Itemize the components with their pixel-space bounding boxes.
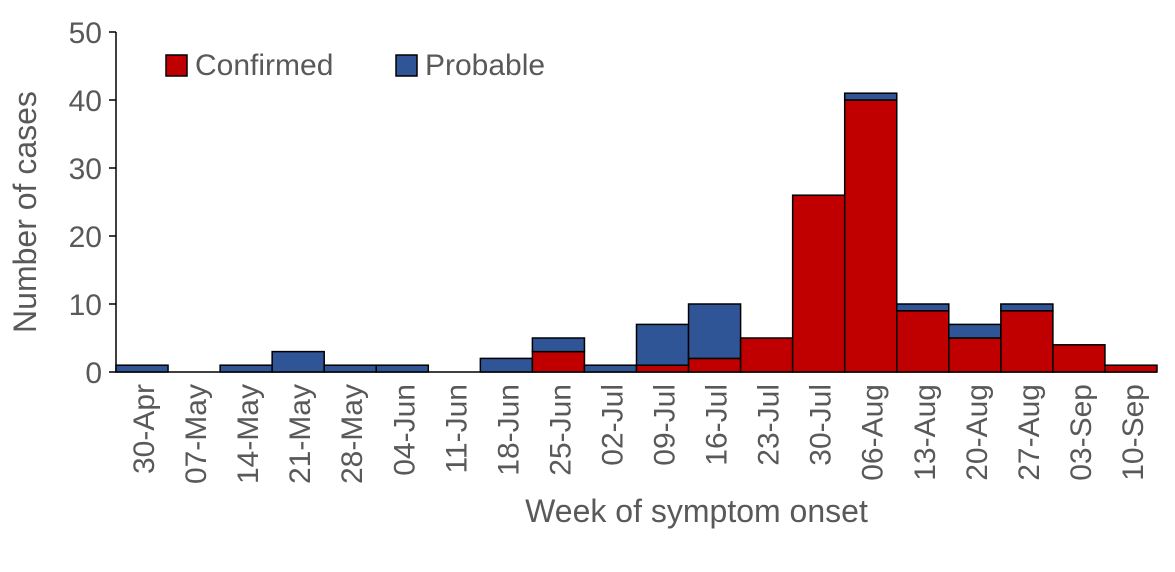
bar-confirmed	[635, 364, 690, 373]
x-tick-labels: 30-Apr 07-May 14-May 21-May 28-May 04-Jun 11-J…	[128, 384, 1150, 484]
bar-probable	[896, 303, 950, 312]
x-tick-label: 30-Apr	[128, 384, 161, 474]
bar-confirmed	[948, 337, 1002, 373]
x-tick-label: 02-Jul	[596, 384, 629, 466]
x-tick-label: 27-Aug	[1013, 384, 1046, 481]
y-tick-labels: 0 10 20 30 40 50	[69, 17, 116, 390]
x-tick-label: 07-May	[180, 384, 213, 484]
x-tick-label: 13-Aug	[909, 384, 942, 481]
y-tick-label: 0	[85, 357, 102, 390]
x-tick-label: 11-Jun	[440, 384, 473, 474]
legend-label-confirmed: Confirmed	[195, 49, 333, 82]
x-tick-label: 23-Jul	[753, 384, 786, 466]
x-tick-label: 16-Jul	[701, 384, 734, 466]
y-tick-label: 10	[69, 289, 102, 322]
bar-confirmed	[1104, 364, 1158, 373]
bar-confirmed	[896, 310, 950, 373]
legend-swatch-confirmed	[165, 54, 188, 77]
x-tick-label: 04-Jun	[388, 384, 421, 476]
bar-confirmed	[531, 350, 586, 373]
bar-probable	[635, 323, 690, 366]
bar-probable	[271, 350, 325, 373]
bar-confirmed	[791, 194, 846, 373]
y-tick-label: 20	[69, 221, 102, 254]
bar-probable	[219, 364, 273, 373]
y-axis-label: Number of cases	[7, 91, 43, 333]
bar-confirmed	[1000, 310, 1054, 373]
x-tick-label: 09-Jul	[649, 384, 682, 466]
x-tick-label: 10-Sep	[1117, 384, 1150, 481]
y-tick-label: 40	[69, 85, 102, 118]
y-tick-label: 50	[69, 17, 102, 50]
x-tick-label: 14-May	[232, 384, 265, 484]
x-axis-label: Week of symptom onset	[525, 493, 868, 529]
bar-confirmed	[843, 99, 898, 373]
bar-probable	[843, 92, 898, 101]
x-tick-label: 03-Sep	[1065, 384, 1098, 481]
bar-probable	[115, 364, 169, 373]
y-tick-label: 30	[69, 153, 102, 186]
x-tick-label: 30-Jul	[805, 384, 838, 466]
bar-confirmed	[739, 337, 794, 373]
x-tick-label: 21-May	[284, 384, 317, 484]
x-tick-label: 18-Jun	[492, 384, 525, 476]
bar-probable	[375, 364, 430, 373]
bar-probable	[948, 323, 1002, 339]
bar-probable	[687, 303, 742, 360]
bar-probable	[323, 364, 378, 373]
x-tick-label: 06-Aug	[857, 384, 890, 481]
x-tick-label: 25-Jun	[544, 384, 577, 476]
legend: Confirmed Probable	[165, 49, 545, 82]
legend-label-probable: Probable	[425, 49, 545, 82]
x-tick-label: 28-May	[336, 384, 369, 484]
bar-probable	[479, 357, 534, 373]
bar-probable	[583, 364, 638, 373]
bar-probable	[1000, 303, 1054, 312]
bar-confirmed	[1052, 344, 1106, 373]
x-tick-label: 20-Aug	[961, 384, 994, 481]
bars	[115, 92, 1158, 373]
legend-swatch-probable	[395, 54, 418, 77]
bar-confirmed	[687, 357, 742, 373]
bar-probable	[531, 337, 586, 353]
